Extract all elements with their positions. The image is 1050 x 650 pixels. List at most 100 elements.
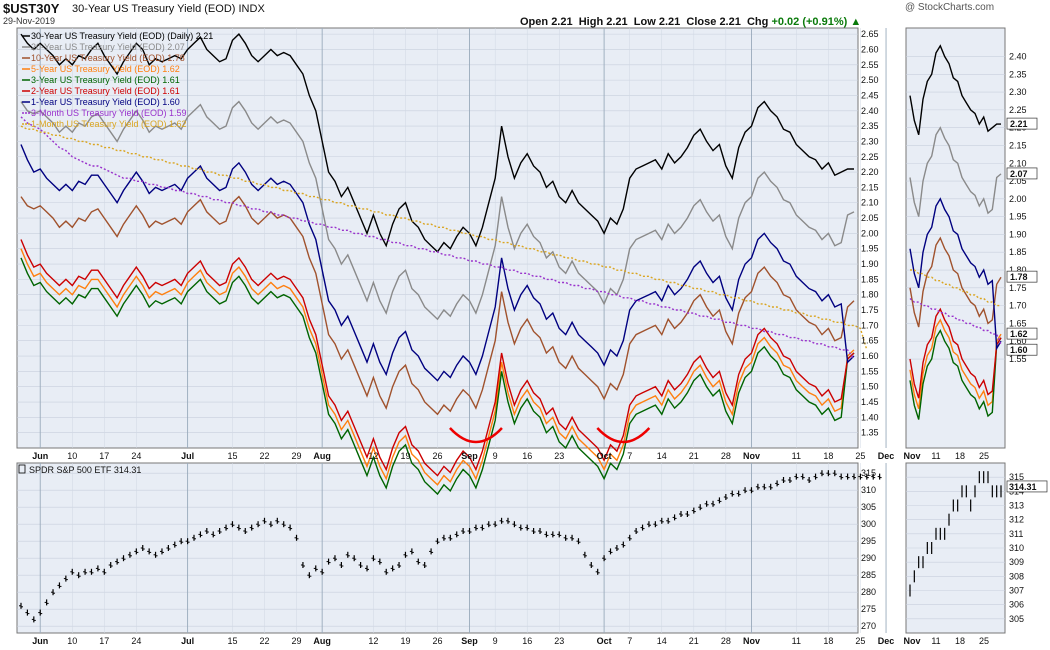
- end-tag-box: [1006, 117, 1038, 130]
- x-tick-label: 21: [689, 636, 699, 646]
- y-tick-label: 310: [861, 485, 876, 495]
- y-tick-label: 2.55: [861, 60, 879, 70]
- y-tick-label: 275: [861, 604, 876, 614]
- y-tick-label: 1.75: [861, 305, 879, 315]
- high-label: High: [578, 16, 604, 28]
- exchange: INDX: [238, 3, 265, 15]
- legend-label: 20-Year US Treasury Yield (EOD) 2.07: [31, 42, 185, 52]
- y-tick-label: 2.00: [861, 228, 879, 238]
- symbol-name-text: 30-Year US Treasury Yield (EOD): [72, 3, 236, 15]
- y-tick-label: 280: [861, 587, 876, 597]
- up-arrow-icon: ▲: [850, 16, 862, 28]
- y-tick-label: 1.70: [861, 320, 879, 330]
- y-tick-label: 1.95: [861, 244, 879, 254]
- x-tick-label: 19: [400, 636, 410, 646]
- y-tick-label: 2.35: [1009, 69, 1027, 79]
- y-tick-label: 2.10: [1009, 158, 1027, 168]
- legend-label: 3-Year US Treasury Yield (EOD) 1.61: [31, 75, 180, 85]
- x-tick-label: Dec: [878, 451, 895, 461]
- zoom-series-line-4: [909, 328, 1002, 420]
- x-tick-label: Oct: [597, 636, 612, 646]
- end-tag-label: 314.31: [1009, 482, 1037, 492]
- y-tick-label: 1.55: [1009, 354, 1027, 364]
- end-tag-label: 2.21: [1010, 119, 1028, 129]
- ohlc-readout: Open 2.21 High 2.21 Low 2.21 Close 2.21 …: [520, 16, 861, 28]
- legend-label: 5-Year US Treasury Yield (EOD) 1.62: [31, 64, 180, 74]
- y-tick-label: 311: [1009, 529, 1023, 539]
- annotation-arc-1: [596, 427, 651, 444]
- x-tick-label: 29: [292, 451, 302, 461]
- zoom-x-tick-label: 11: [931, 451, 940, 461]
- y-tick-label: 2.60: [861, 44, 879, 54]
- x-tick-label: 22: [259, 636, 269, 646]
- x-tick-label: Jun: [32, 636, 48, 646]
- y-tick-label: 2.25: [1009, 105, 1027, 115]
- series-line-3: [20, 248, 855, 486]
- y-tick-label: 310: [1009, 543, 1024, 553]
- y-tick-label: 1.70: [1009, 301, 1027, 311]
- y-tick-label: 300: [861, 519, 876, 529]
- chg-value: +0.02 (+0.91%): [771, 16, 848, 28]
- y-tick-label: 285: [861, 570, 876, 580]
- series-line-1: [20, 100, 855, 321]
- y-tick-label: 2.05: [1009, 176, 1027, 186]
- x-tick-label: 10: [67, 451, 77, 461]
- y-tick-label: 308: [1009, 571, 1024, 581]
- y-tick-label: 309: [1009, 557, 1024, 567]
- y-tick-label: 270: [861, 621, 876, 631]
- y-tick-label: 2.15: [861, 182, 879, 192]
- x-tick-label: 22: [259, 451, 269, 461]
- x-tick-label: 26: [432, 636, 442, 646]
- x-tick-label: 12: [368, 636, 378, 646]
- y-tick-label: 2.25: [861, 152, 879, 162]
- x-tick-label: Nov: [743, 451, 760, 461]
- x-tick-label: 29: [292, 636, 302, 646]
- y-tick-label: 2.65: [861, 29, 879, 39]
- zoom-x-tick-label: 25: [979, 451, 989, 461]
- y-tick-label: 1.80: [861, 290, 879, 300]
- x-tick-label: 24: [131, 451, 141, 461]
- x-tick-label: 28: [721, 636, 731, 646]
- brand-logo: @ StockCharts.com: [905, 2, 995, 13]
- zoom-x-tick-label: 25: [979, 636, 989, 646]
- y-tick-label: 1.60: [1009, 336, 1027, 346]
- y-tick-label: 2.05: [861, 213, 879, 223]
- x-tick-label: 23: [554, 451, 564, 461]
- y-tick-label: 2.40: [861, 106, 879, 116]
- y-tick-label: 2.40: [1009, 51, 1027, 61]
- y-tick-label: 1.90: [1009, 229, 1027, 239]
- end-tag-label: 2.07: [1010, 169, 1028, 179]
- series-line-2: [20, 195, 855, 416]
- x-tick-label: 16: [522, 636, 532, 646]
- series-line-4: [20, 257, 855, 496]
- symbol: $UST30Y: [3, 1, 60, 16]
- y-tick-label: 2.20: [861, 167, 879, 177]
- y-tick-label: 2.15: [1009, 140, 1027, 150]
- zoom-series-line-0: [909, 44, 1001, 136]
- y-tick-label: 305: [1009, 614, 1024, 624]
- x-tick-label: Aug: [313, 636, 331, 646]
- end-tag-label: 1.60: [1010, 345, 1028, 355]
- y-tick-label: 2.50: [861, 75, 879, 85]
- x-tick-label: 15: [227, 636, 237, 646]
- y-tick-label: 306: [1009, 600, 1024, 610]
- x-tick-label: Sep: [461, 451, 478, 461]
- y-tick-label: 295: [861, 536, 876, 546]
- x-tick-label: 14: [657, 451, 667, 461]
- x-tick-label: 24: [131, 636, 141, 646]
- close-value: 2.21: [719, 16, 741, 28]
- open-value: 2.21: [551, 16, 573, 28]
- x-tick-label: 7: [627, 636, 632, 646]
- y-tick-label: 1.65: [861, 336, 879, 346]
- x-tick-label: Jul: [181, 451, 194, 461]
- y-tick-label: 1.35: [861, 428, 879, 438]
- zoom-series-line-1: [909, 126, 1002, 217]
- y-tick-label: 2.35: [861, 121, 879, 131]
- x-tick-label: Nov: [743, 636, 760, 646]
- zoom-x-tick-label: Nov: [903, 451, 920, 461]
- annotation-arc-0: [449, 427, 503, 444]
- x-tick-label: 19: [400, 451, 410, 461]
- x-tick-label: 18: [823, 636, 833, 646]
- series-line-7: [20, 116, 855, 360]
